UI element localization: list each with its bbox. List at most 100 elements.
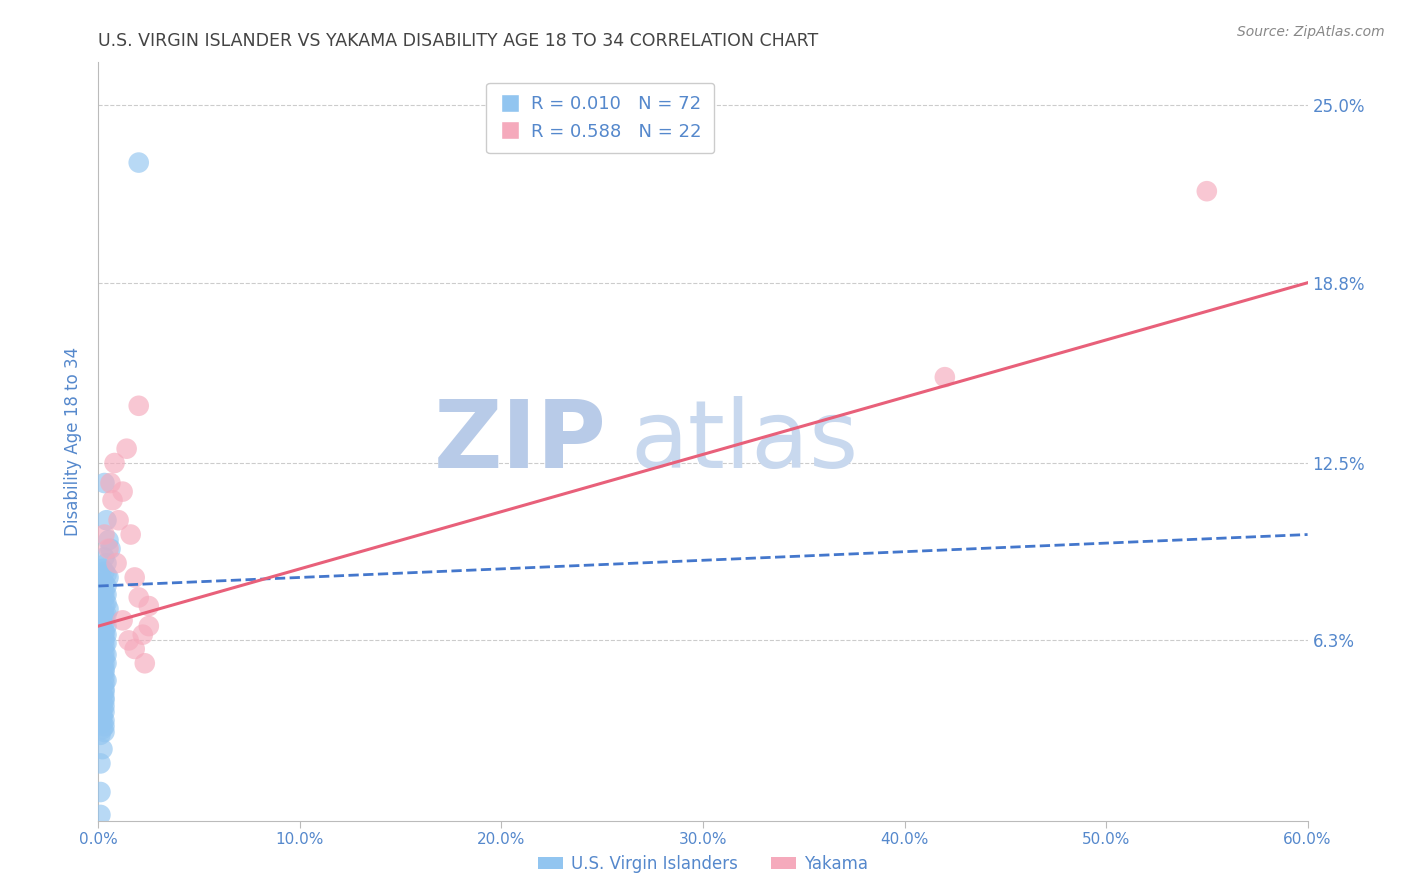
Text: atlas: atlas bbox=[630, 395, 859, 488]
Point bbox=[93, 650, 115, 665]
Point bbox=[89, 756, 111, 771]
Point bbox=[93, 719, 115, 733]
Point bbox=[93, 476, 115, 491]
Point bbox=[91, 622, 114, 636]
Text: ZIP: ZIP bbox=[433, 395, 606, 488]
Point bbox=[101, 493, 124, 508]
Point bbox=[91, 688, 114, 702]
Point bbox=[96, 636, 118, 650]
Point bbox=[934, 370, 956, 384]
Point bbox=[91, 707, 114, 722]
Point bbox=[124, 642, 146, 657]
Point bbox=[93, 607, 115, 622]
Point bbox=[93, 676, 115, 690]
Point bbox=[100, 476, 122, 491]
Point bbox=[1195, 184, 1218, 198]
Point bbox=[93, 584, 115, 599]
Point bbox=[91, 562, 114, 576]
Point bbox=[93, 714, 115, 728]
Point bbox=[96, 628, 118, 642]
Point bbox=[91, 584, 114, 599]
Point bbox=[93, 681, 115, 696]
Point bbox=[91, 593, 114, 607]
Point bbox=[97, 602, 120, 616]
Point bbox=[97, 541, 120, 556]
Point bbox=[97, 533, 120, 548]
Point bbox=[132, 628, 155, 642]
Point bbox=[93, 671, 115, 685]
Point bbox=[134, 657, 156, 671]
Point bbox=[93, 633, 115, 648]
Point bbox=[93, 699, 115, 714]
Point bbox=[91, 742, 114, 756]
Point bbox=[93, 685, 115, 699]
Point bbox=[128, 399, 150, 413]
Point bbox=[93, 616, 115, 631]
Point bbox=[96, 556, 118, 570]
Point bbox=[91, 605, 114, 619]
Point bbox=[96, 648, 118, 662]
Point bbox=[93, 527, 115, 541]
Point bbox=[93, 645, 115, 659]
Legend: R = 0.010   N = 72, R = 0.588   N = 22: R = 0.010 N = 72, R = 0.588 N = 22 bbox=[486, 83, 714, 153]
Text: U.S. VIRGIN ISLANDER VS YAKAMA DISABILITY AGE 18 TO 34 CORRELATION CHART: U.S. VIRGIN ISLANDER VS YAKAMA DISABILIT… bbox=[98, 32, 818, 50]
Point bbox=[93, 657, 115, 671]
Legend: U.S. Virgin Islanders, Yakama: U.S. Virgin Islanders, Yakama bbox=[531, 848, 875, 880]
Point bbox=[91, 659, 114, 673]
Point bbox=[138, 599, 160, 613]
Point bbox=[93, 576, 115, 591]
Point bbox=[96, 619, 118, 633]
Point bbox=[93, 628, 115, 642]
Point bbox=[96, 513, 118, 527]
Point bbox=[96, 657, 118, 671]
Point bbox=[115, 442, 138, 456]
Point bbox=[93, 610, 115, 624]
Point bbox=[89, 785, 111, 799]
Point bbox=[93, 705, 115, 719]
Point bbox=[93, 639, 115, 653]
Point bbox=[124, 570, 146, 584]
Point bbox=[128, 155, 150, 169]
Point bbox=[93, 690, 115, 705]
Point bbox=[96, 588, 118, 602]
Point bbox=[118, 633, 141, 648]
Point bbox=[96, 567, 118, 582]
Point bbox=[96, 607, 118, 622]
Point bbox=[120, 527, 142, 541]
Point bbox=[91, 667, 114, 681]
Point bbox=[93, 725, 115, 739]
Y-axis label: Disability Age 18 to 34: Disability Age 18 to 34 bbox=[65, 347, 83, 536]
Point bbox=[91, 631, 114, 645]
Point bbox=[93, 662, 115, 676]
Point bbox=[100, 541, 122, 556]
Text: Source: ZipAtlas.com: Source: ZipAtlas.com bbox=[1237, 25, 1385, 39]
Point bbox=[93, 550, 115, 565]
Point bbox=[93, 565, 115, 579]
Point bbox=[89, 808, 111, 822]
Point bbox=[96, 579, 118, 593]
Point bbox=[128, 591, 150, 605]
Point bbox=[97, 570, 120, 584]
Point bbox=[107, 513, 129, 527]
Point bbox=[93, 599, 115, 613]
Point bbox=[91, 653, 114, 667]
Point bbox=[105, 556, 128, 570]
Point bbox=[138, 619, 160, 633]
Point bbox=[93, 591, 115, 605]
Point bbox=[91, 642, 114, 657]
Point bbox=[111, 613, 134, 627]
Point bbox=[91, 711, 114, 725]
Point bbox=[93, 693, 115, 707]
Point bbox=[103, 456, 125, 470]
Point bbox=[93, 624, 115, 639]
Point bbox=[91, 716, 114, 731]
Point bbox=[96, 596, 118, 610]
Point bbox=[96, 673, 118, 688]
Point bbox=[91, 702, 114, 716]
Point bbox=[91, 696, 114, 710]
Point bbox=[89, 728, 111, 742]
Point bbox=[111, 484, 134, 499]
Point bbox=[91, 613, 114, 627]
Point bbox=[91, 679, 114, 693]
Point bbox=[91, 722, 114, 736]
